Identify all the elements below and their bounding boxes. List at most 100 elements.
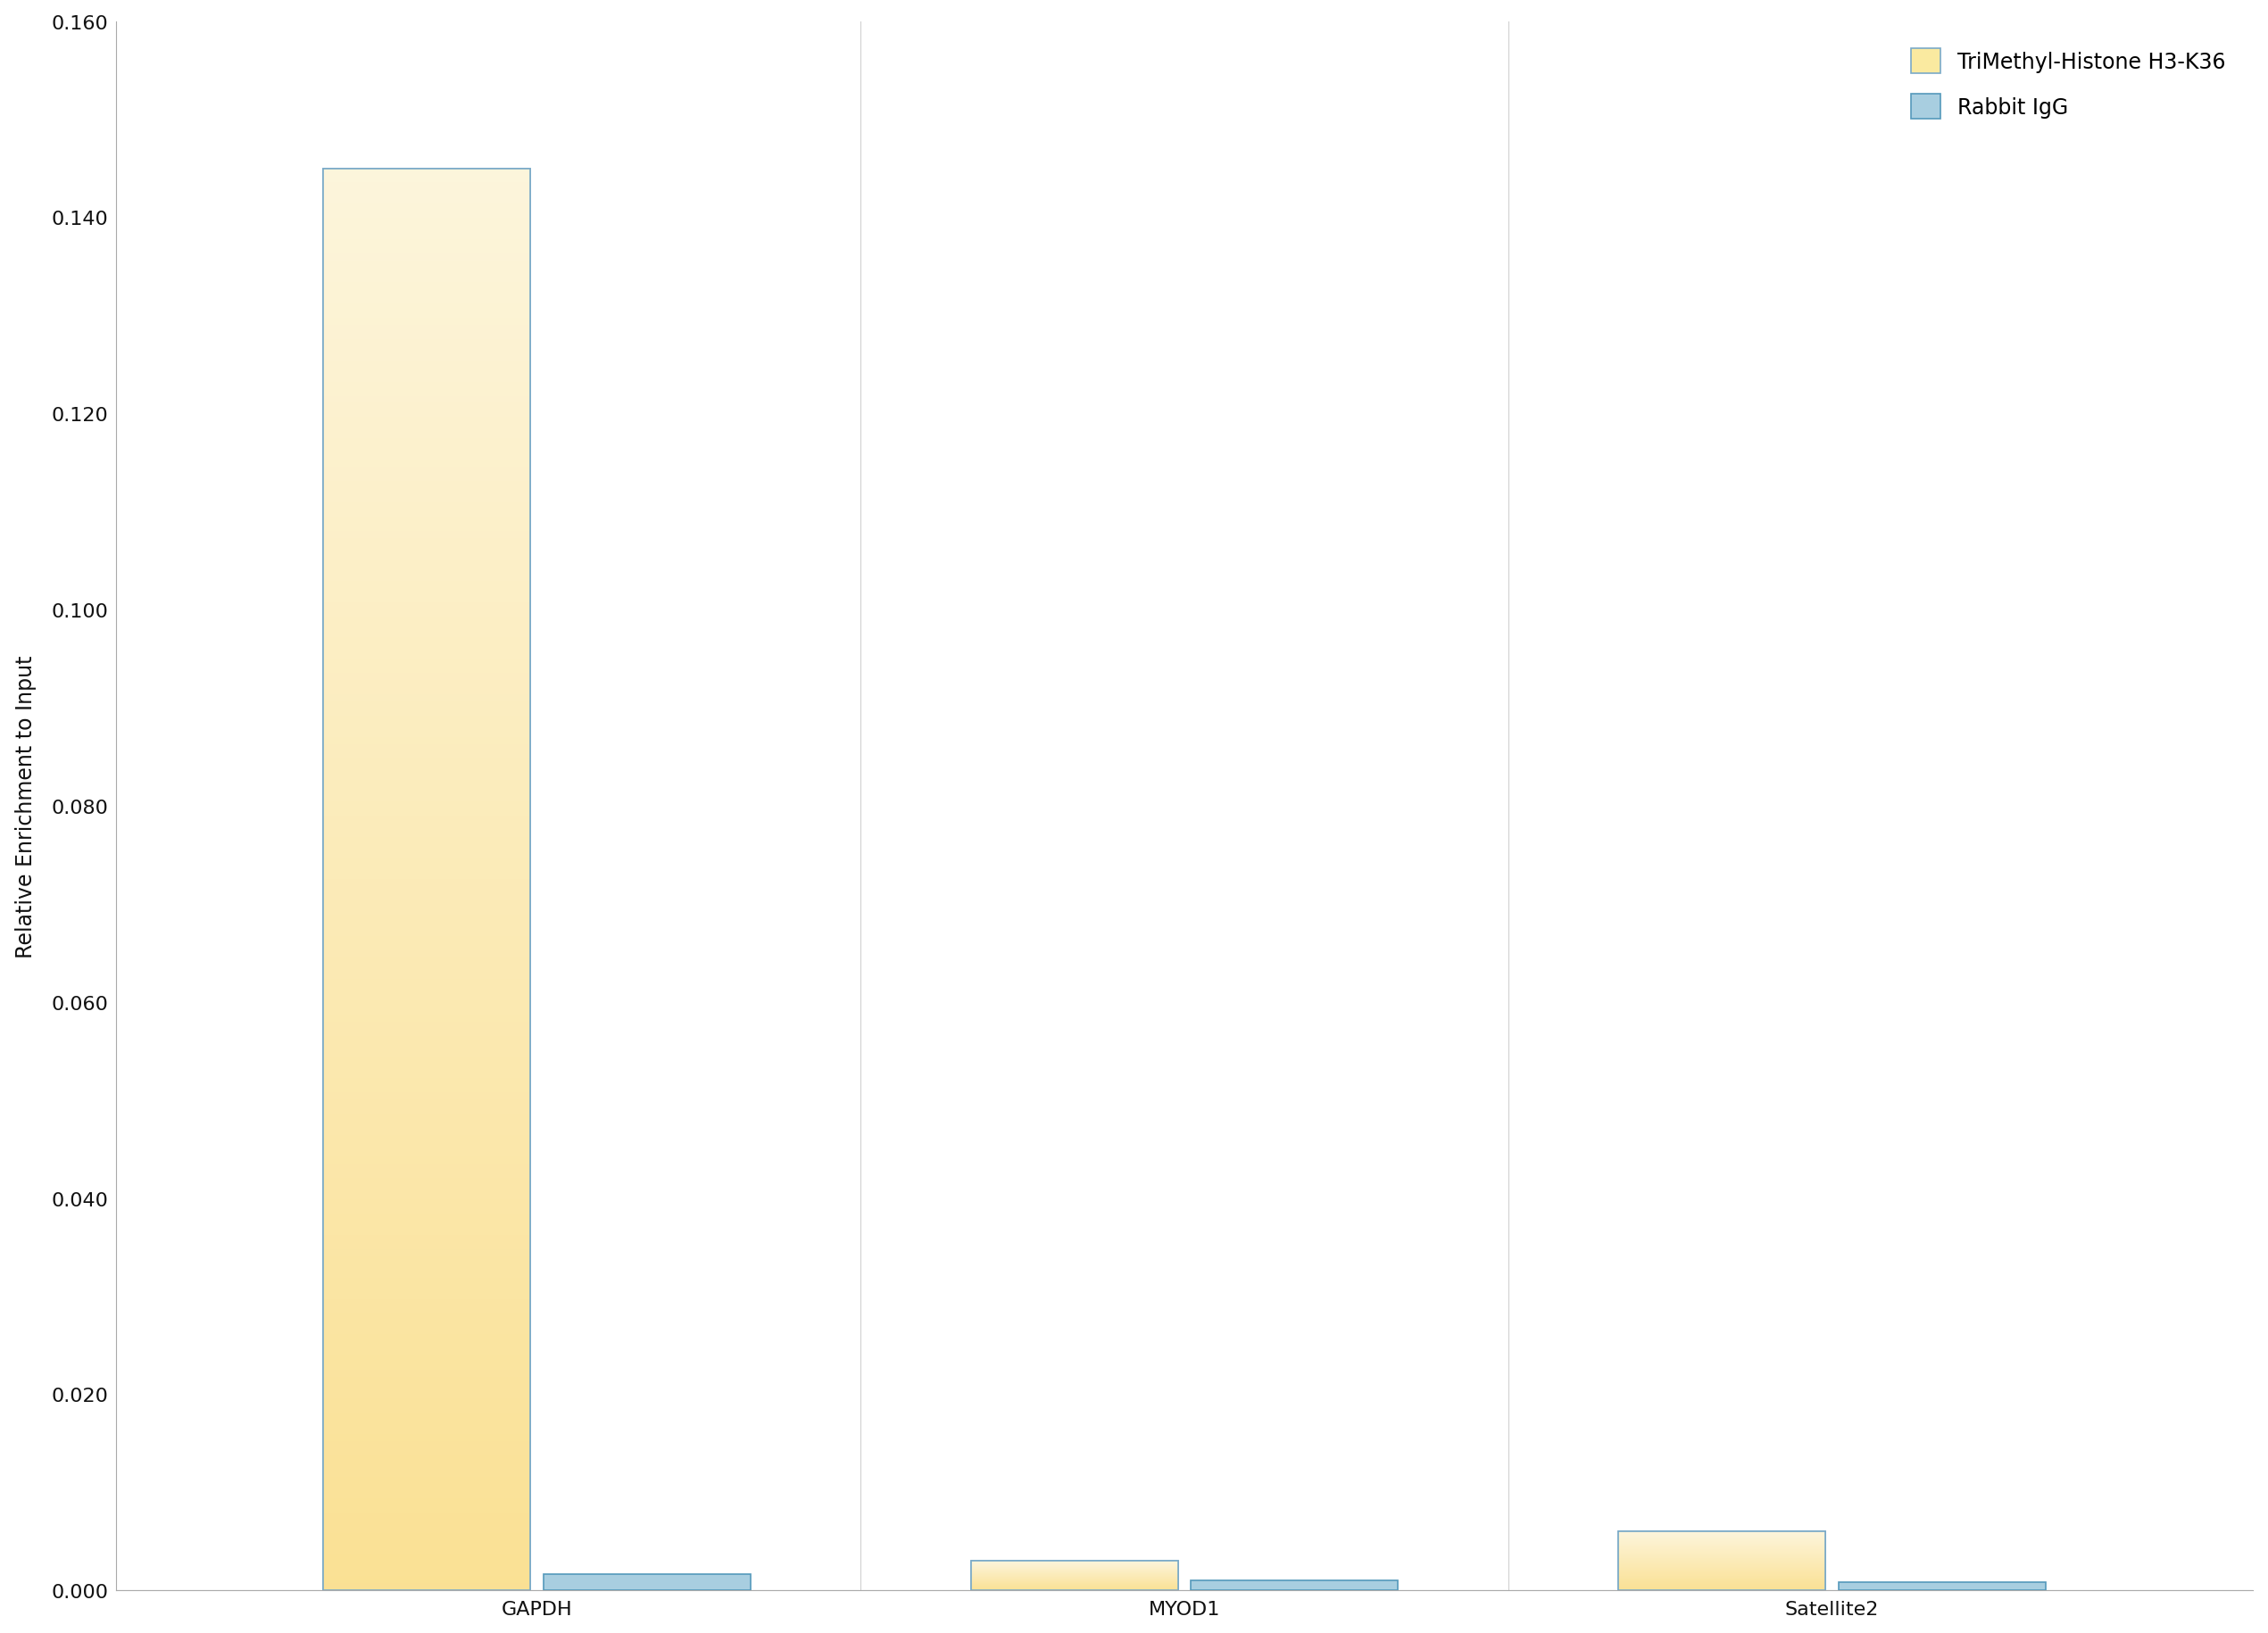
Bar (322, 354, 531, 361)
Bar (322, 1491, 531, 1497)
Bar (322, 1264, 531, 1270)
Bar (322, 1071, 531, 1079)
Bar (322, 1533, 531, 1540)
Bar (322, 1122, 531, 1128)
Bar (322, 333, 531, 340)
Bar (322, 617, 531, 624)
Bar (322, 738, 531, 745)
Bar (322, 624, 531, 630)
Bar (322, 986, 531, 993)
Bar (322, 1527, 531, 1533)
Bar (322, 717, 531, 723)
Bar (322, 666, 531, 674)
Bar (322, 509, 531, 518)
Bar (322, 488, 531, 496)
Bar (322, 908, 531, 914)
Bar (322, 645, 531, 652)
Bar (322, 950, 531, 959)
Bar (322, 639, 531, 645)
Bar (322, 1519, 531, 1527)
Bar (544, 1574, 751, 1591)
Bar (322, 255, 531, 261)
Bar (322, 1448, 531, 1455)
Bar (322, 361, 531, 367)
Bar (322, 759, 531, 766)
Bar (322, 1364, 531, 1370)
Bar (322, 596, 531, 603)
Bar (322, 389, 531, 397)
Bar (322, 297, 531, 304)
Bar (322, 425, 531, 433)
Bar (322, 575, 531, 581)
Bar (322, 1298, 531, 1306)
Bar (322, 1221, 531, 1228)
Bar (322, 1164, 531, 1171)
Bar (322, 1171, 531, 1177)
Bar (322, 1427, 531, 1434)
Bar (322, 609, 531, 617)
Bar (322, 1555, 531, 1561)
Bar (322, 1014, 531, 1022)
Bar (322, 808, 531, 816)
Bar (322, 382, 531, 389)
Y-axis label: Relative Enrichment to Input: Relative Enrichment to Input (16, 655, 36, 957)
Bar (322, 183, 531, 191)
Bar (322, 304, 531, 312)
Bar (322, 410, 531, 418)
Bar (322, 772, 531, 781)
Bar (322, 1561, 531, 1569)
Bar (322, 1186, 531, 1192)
Bar (322, 781, 531, 787)
Bar (322, 1398, 531, 1406)
Bar (322, 802, 531, 808)
Bar (322, 482, 531, 488)
Bar (322, 581, 531, 588)
Bar (322, 1128, 531, 1135)
Bar (322, 1506, 531, 1512)
Bar (322, 1512, 531, 1519)
Bar (322, 418, 531, 425)
Bar (322, 851, 531, 859)
Bar (322, 687, 531, 696)
Bar (322, 1355, 531, 1364)
Bar (322, 247, 531, 255)
Bar (322, 1342, 531, 1349)
Bar (322, 745, 531, 751)
Bar (322, 318, 531, 325)
Bar (322, 1576, 531, 1584)
Bar (322, 937, 531, 944)
Bar (322, 1391, 531, 1398)
Bar (322, 887, 531, 893)
Bar (322, 1455, 531, 1463)
Bar (322, 652, 531, 660)
Bar (322, 170, 531, 1591)
Bar (322, 1192, 531, 1200)
Bar (322, 1043, 531, 1050)
Bar (322, 1349, 531, 1355)
Bar (322, 1334, 531, 1342)
Bar (322, 844, 531, 851)
Bar (322, 518, 531, 524)
Bar (322, 1285, 531, 1292)
Bar (322, 1058, 531, 1065)
Bar (322, 1470, 531, 1476)
Bar (322, 972, 531, 980)
Bar (322, 289, 531, 297)
Bar (322, 268, 531, 276)
Bar (322, 1235, 531, 1243)
Bar (322, 980, 531, 986)
Bar (322, 859, 531, 865)
Bar (322, 475, 531, 482)
Bar (322, 461, 531, 467)
Bar (322, 1484, 531, 1491)
Bar (322, 1200, 531, 1207)
Bar (322, 1213, 531, 1221)
Bar (322, 325, 531, 333)
Bar (322, 1101, 531, 1107)
Bar (322, 965, 531, 972)
Bar (322, 1156, 531, 1164)
Bar (1839, 1582, 2046, 1591)
Bar (322, 1065, 531, 1071)
Bar (322, 1207, 531, 1213)
Bar (971, 1561, 1177, 1591)
